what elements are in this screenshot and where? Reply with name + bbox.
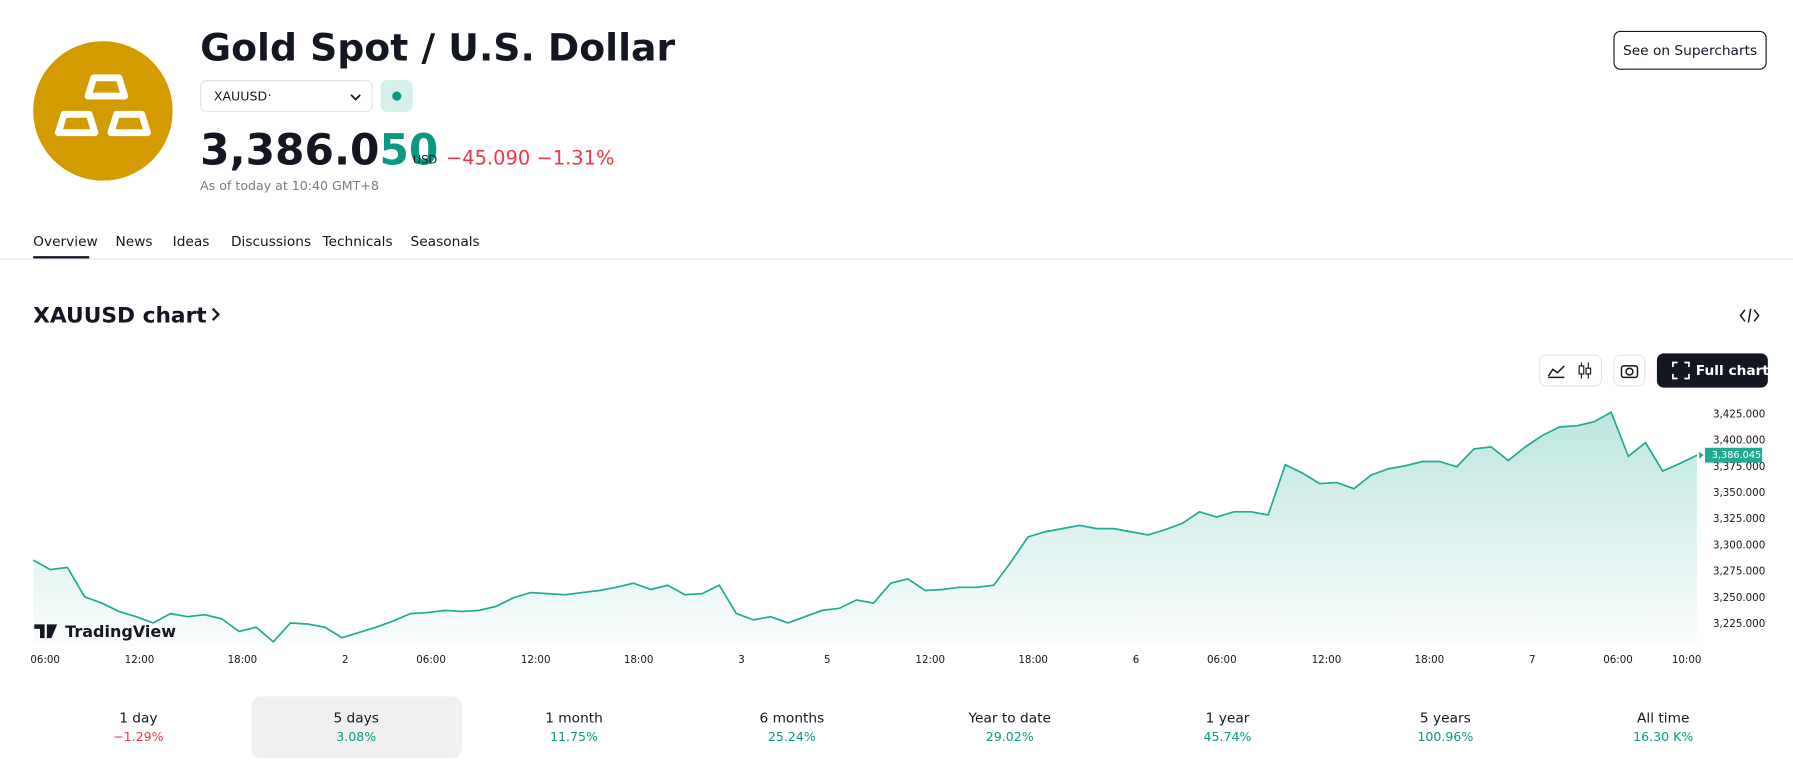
area-icon[interactable] (1547, 362, 1565, 379)
symbol-select[interactable]: XAUUSD · (200, 80, 373, 113)
symbol: XAUUSD (213, 89, 268, 105)
period[interactable]: 1 year 45.74% (1122, 696, 1332, 758)
period-change: 29.02% (985, 729, 1034, 745)
x-tick-label: 06:00 (416, 654, 446, 666)
last-price-label: 3,386.045 (1712, 450, 1761, 461)
x-tick-label: 12:00 (125, 654, 155, 666)
divider (0, 258, 1793, 260)
change-abs: −45.090 (445, 147, 531, 171)
period-label: 6 months (759, 710, 825, 727)
tab[interactable]: Seasonals (410, 233, 480, 250)
period-change: −1.29% (113, 729, 164, 745)
period-label: 5 days (333, 710, 379, 727)
period[interactable]: 1 day −1.29% (33, 696, 243, 758)
change: −45.090 −1.31% (446, 148, 615, 171)
x-tick-label: 18:00 (1018, 654, 1048, 666)
period[interactable]: 5 years 100.96% (1340, 696, 1550, 758)
chart-type-group (1539, 354, 1603, 387)
x-tick-label: 06:00 (30, 654, 60, 666)
y-tick-label: 3,425.000 (1713, 408, 1765, 420)
market-status[interactable] (380, 80, 413, 113)
section-arrow (211, 307, 220, 321)
snapshot-button[interactable] (1613, 354, 1646, 387)
period-label: 5 years (1419, 710, 1471, 727)
x-tick-label: 06:00 (1603, 654, 1633, 666)
tab[interactable]: Discussions (230, 233, 312, 250)
last-price-arrow (1699, 451, 1704, 459)
tab[interactable]: News (115, 233, 153, 250)
price-tail: 50 (379, 125, 439, 175)
period[interactable]: 6 months 25.24% (687, 696, 897, 758)
x-tick-label: 12:00 (1312, 654, 1342, 666)
area-fill (33, 412, 1697, 647)
full-chart-label: Full chart (1695, 362, 1769, 379)
full-chart-button[interactable]: Full chart (1656, 353, 1769, 388)
x-tick-label: 10:00 (1672, 654, 1702, 666)
last-price-box (1704, 447, 1763, 463)
tab[interactable]: Overview (33, 233, 98, 250)
y-tick-label: 3,275.000 (1713, 566, 1765, 578)
supercharts-button[interactable]: See on Supercharts (1613, 30, 1767, 70)
period-change: 45.74% (1203, 729, 1252, 745)
period[interactable]: Year to date 29.02% (905, 696, 1115, 758)
period-label: Year to date (968, 710, 1051, 727)
x-tick-label: 18:00 (228, 654, 258, 666)
period-label: 1 month (545, 710, 603, 727)
x-tick-label: 6 (1133, 654, 1140, 666)
period-change: 25.24% (767, 729, 816, 745)
period[interactable]: 1 month 11.75% (469, 696, 679, 758)
currency: USD (412, 154, 438, 167)
candle-icon[interactable] (1577, 361, 1593, 379)
logo (33, 41, 173, 181)
period-label: 1 day (119, 710, 158, 727)
y-tick-label: 3,350.000 (1713, 487, 1765, 499)
x-tick-label: 3 (738, 654, 745, 666)
x-tick-label: 2 (342, 654, 349, 666)
watermark: TradingView (65, 622, 176, 641)
x-tick-label: 18:00 (624, 654, 654, 666)
x-tick-label: 5 (824, 654, 831, 666)
tab-underline (33, 256, 90, 259)
x-tick-label: 06:00 (1207, 654, 1237, 666)
title: Gold Spot / U.S. Dollar (200, 25, 676, 70)
fullscreen-icon (1672, 361, 1690, 380)
price: 3,386.050 (200, 126, 438, 175)
symbol-dot: · (267, 88, 272, 103)
y-tick-label: 3,400.000 (1713, 435, 1765, 447)
chevron (350, 94, 361, 101)
period-change: 11.75% (550, 729, 599, 745)
y-tick-label: 3,325.000 (1713, 513, 1765, 525)
y-tick-label: 3,375.000 (1713, 461, 1765, 473)
period[interactable]: All time 16.30 K% (1558, 696, 1768, 758)
as-of: As of today at 10:40 GMT+8 (200, 178, 379, 194)
section-title-text: XAUUSD chart (33, 303, 207, 329)
price-line (32, 411, 1698, 644)
period-change: 16.30 K% (1633, 729, 1694, 745)
section-title[interactable]: XAUUSD chart (33, 303, 221, 328)
tab[interactable]: Ideas (172, 233, 210, 250)
period-label: All time (1637, 710, 1690, 727)
x-tick-label: 18:00 (1415, 654, 1445, 666)
status-dot (392, 91, 402, 101)
x-tick-label: 12:00 (915, 654, 945, 666)
y-tick-label: 3,300.000 (1713, 539, 1765, 551)
period-change: 100.96% (1417, 729, 1474, 745)
embed-icon[interactable] (1739, 306, 1760, 324)
y-tick-label: 3,250.000 (1713, 592, 1765, 604)
y-tick-label: 3,225.000 (1713, 618, 1765, 630)
x-tick-label: 7 (1529, 654, 1536, 666)
period-change: 3.08% (336, 729, 377, 745)
price-main: 3,386.0 (200, 125, 380, 175)
change-pct: −1.31% (536, 147, 615, 171)
camera-icon (1620, 365, 1639, 379)
period-label: 1 year (1205, 710, 1250, 727)
x-tick-label: 12:00 (521, 654, 551, 666)
watermark-logo (34, 624, 58, 639)
tab[interactable]: Technicals (322, 233, 393, 250)
period[interactable]: 5 days 3.08% (250, 696, 462, 759)
